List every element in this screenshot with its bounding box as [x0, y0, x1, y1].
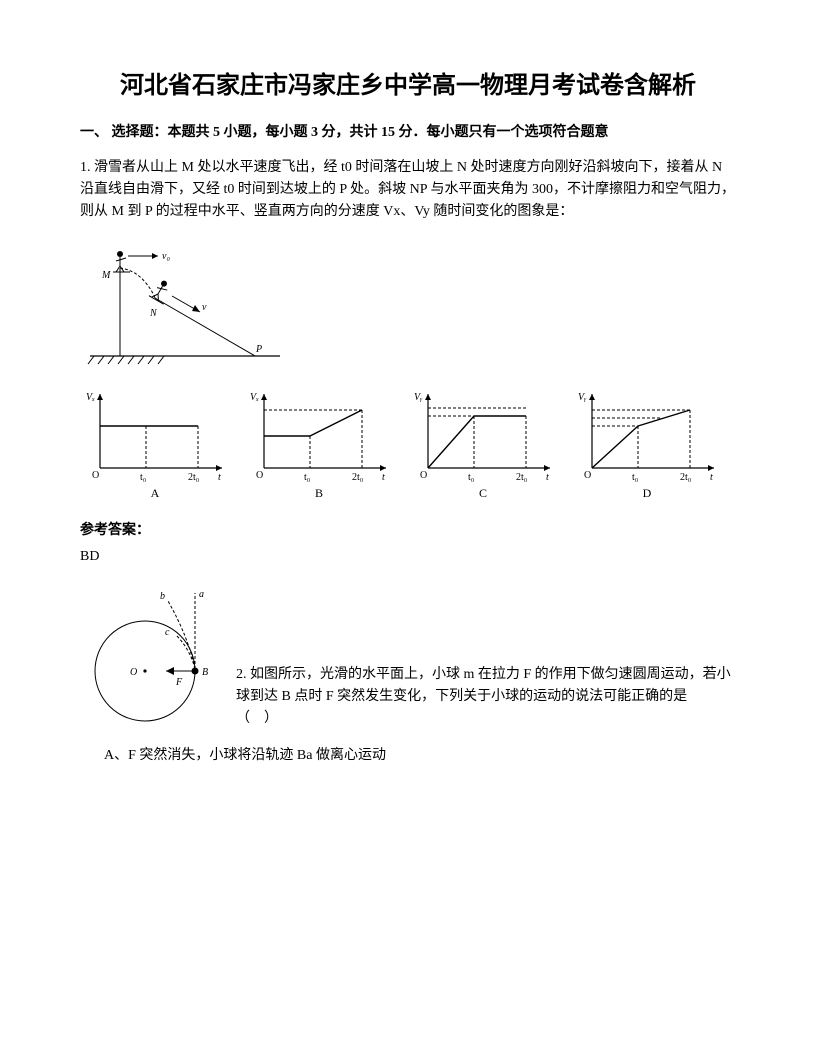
svg-text:Vₓ: Vₓ [250, 392, 259, 403]
chart-C-label: C [408, 486, 558, 501]
svg-text:2t₀: 2t₀ [516, 472, 528, 483]
chart-A-label: A [80, 486, 230, 501]
q2-number: 2. [236, 667, 247, 682]
q1-answer: BD [80, 549, 736, 565]
svg-text:t₀: t₀ [468, 472, 475, 483]
svg-text:O: O [256, 470, 263, 481]
svg-text:b: b [160, 591, 165, 602]
svg-text:t: t [710, 472, 713, 483]
q1-answer-label: 参考答案： [80, 519, 736, 539]
q1-diagram: v₀ v M N P [80, 238, 736, 368]
svg-text:Vᵧ: Vᵧ [414, 392, 423, 403]
chart-B: Vₓ t O t₀ 2t₀ B [244, 386, 394, 501]
svg-text:B: B [202, 667, 208, 678]
section-heading: 一、 选择题：本题共 5 小题，每小题 3 分，共计 15 分．每小题只有一个选… [80, 122, 736, 143]
svg-text:O: O [584, 470, 591, 481]
svg-text:t₀: t₀ [304, 472, 311, 483]
svg-text:t: t [382, 472, 385, 483]
q2-diagram: O B F a b c [80, 581, 230, 731]
chart-B-label: B [244, 486, 394, 501]
q1-text: 1. 滑雪者从山上 M 处以水平速度飞出，经 t0 时间落在山坡上 N 处时速度… [80, 157, 736, 224]
v-label: v [202, 302, 207, 313]
svg-text:t: t [546, 472, 549, 483]
q2-text: 如图所示，光滑的水平面上，小球 m 在拉力 F 的作用下做匀速圆周运动，若小球到… [236, 667, 731, 727]
svg-text:2t₀: 2t₀ [188, 472, 200, 483]
svg-text:O: O [420, 470, 427, 481]
svg-text:a: a [199, 589, 204, 600]
M-label: M [101, 270, 111, 281]
page-title: 河北省石家庄市冯家庄乡中学高一物理月考试卷含解析 [80, 70, 736, 104]
svg-text:O: O [92, 470, 99, 481]
P-label: P [255, 344, 262, 355]
svg-text:O: O [130, 667, 137, 678]
chart-D: Vᵧ t O t₀ 2t₀ D [572, 386, 722, 501]
N-label: N [149, 308, 158, 319]
v0-label: v₀ [162, 251, 170, 262]
chart-C: Vᵧ t O t₀ 2t₀ C [408, 386, 558, 501]
chart-D-label: D [572, 486, 722, 501]
svg-text:c: c [165, 627, 170, 638]
svg-text:2t₀: 2t₀ [352, 472, 364, 483]
svg-text:Vₓ: Vₓ [86, 392, 95, 403]
q1-charts: Vₓ t O t₀ 2t₀ A Vₓ t O [80, 386, 736, 501]
svg-text:F: F [175, 677, 183, 688]
q2-option-A: A、F 突然消失，小球将沿轨迹 Ba 做离心运动 [104, 745, 736, 767]
chart-A: Vₓ t O t₀ 2t₀ A [80, 386, 230, 501]
svg-text:Vᵧ: Vᵧ [578, 392, 587, 403]
svg-text:t: t [218, 472, 221, 483]
svg-text:2t₀: 2t₀ [680, 472, 692, 483]
svg-text:t₀: t₀ [140, 472, 147, 483]
svg-text:t₀: t₀ [632, 472, 639, 483]
